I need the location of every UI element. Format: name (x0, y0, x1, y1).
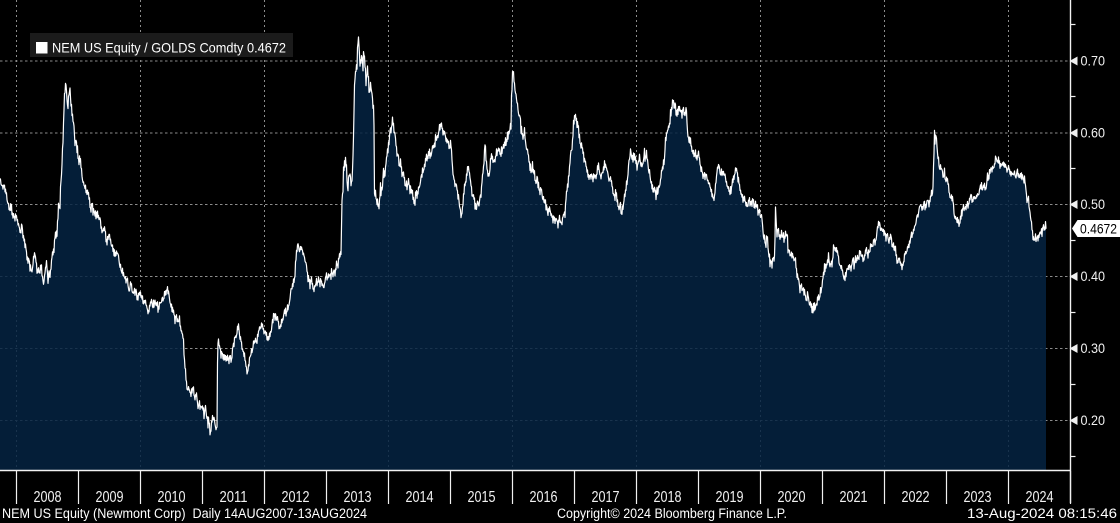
svg-text:2011: 2011 (220, 489, 248, 506)
svg-text:2016: 2016 (530, 489, 558, 506)
svg-text:2013: 2013 (344, 489, 372, 506)
svg-text:2019: 2019 (716, 489, 744, 506)
svg-text:Copyright© 2024 Bloomberg Fina: Copyright© 2024 Bloomberg Finance L.P. (557, 506, 787, 521)
svg-text:13-Aug-2024 08:15:46: 13-Aug-2024 08:15:46 (967, 506, 1117, 521)
svg-text:2020: 2020 (778, 489, 806, 506)
svg-text:0.4672: 0.4672 (1080, 221, 1117, 237)
svg-text:2018: 2018 (654, 489, 682, 506)
svg-text:0.20: 0.20 (1081, 413, 1106, 428)
svg-text:2009: 2009 (96, 489, 124, 506)
svg-text:2014: 2014 (406, 489, 434, 506)
svg-text:2015: 2015 (468, 489, 496, 506)
svg-text:0.30: 0.30 (1081, 341, 1106, 356)
svg-text:0.60: 0.60 (1081, 126, 1106, 141)
svg-text:2012: 2012 (282, 489, 310, 506)
svg-text:2017: 2017 (592, 489, 620, 506)
svg-text:NEM US Equity (Newmont Corp): NEM US Equity (Newmont Corp) Daily 14AUG… (2, 506, 367, 521)
svg-text:2010: 2010 (158, 489, 186, 506)
svg-text:2021: 2021 (840, 489, 868, 506)
svg-text:2023: 2023 (964, 489, 992, 506)
svg-text:0.50: 0.50 (1081, 197, 1106, 212)
svg-text:NEM US Equity / GOLDS Comdty 0: NEM US Equity / GOLDS Comdty 0.4672 (52, 40, 286, 56)
svg-text:2008: 2008 (34, 489, 62, 506)
svg-text:0.70: 0.70 (1081, 54, 1106, 69)
svg-text:2024: 2024 (1026, 489, 1054, 506)
svg-text:2022: 2022 (902, 489, 930, 506)
svg-text:0.40: 0.40 (1081, 269, 1106, 284)
